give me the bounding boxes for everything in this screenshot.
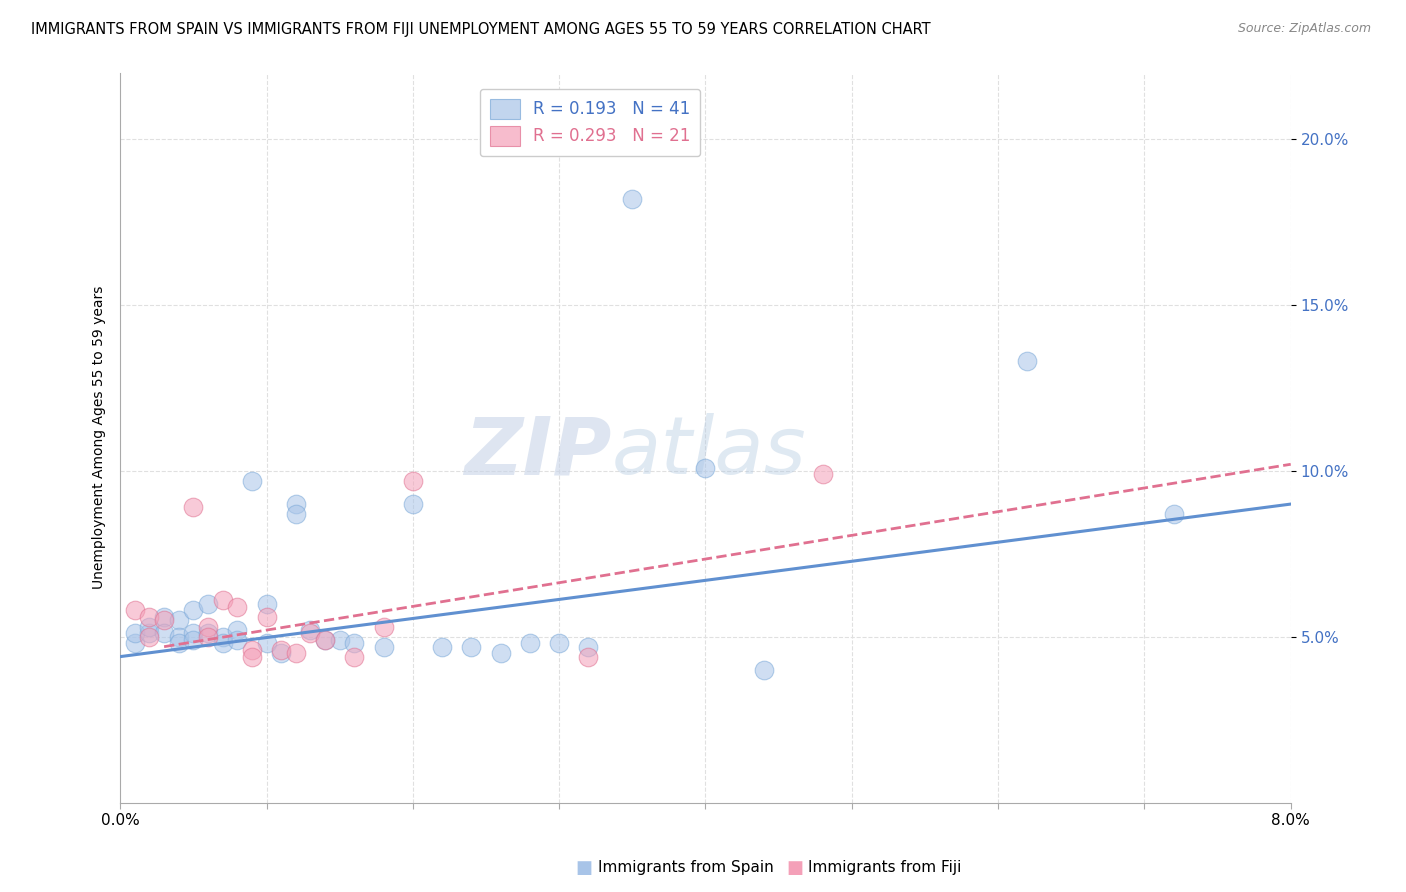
Point — [197, 620, 219, 634]
Point — [211, 636, 233, 650]
Point — [226, 633, 249, 648]
Point — [811, 467, 834, 482]
Text: IMMIGRANTS FROM SPAIN VS IMMIGRANTS FROM FIJI UNEMPLOYMENT AMONG AGES 55 TO 59 Y: IMMIGRANTS FROM SPAIN VS IMMIGRANTS FROM… — [31, 22, 931, 37]
Point — [284, 497, 307, 511]
Point — [460, 640, 482, 654]
Point — [167, 636, 190, 650]
Point — [314, 633, 336, 648]
Point — [1163, 507, 1185, 521]
Point — [138, 630, 160, 644]
Point — [373, 620, 395, 634]
Point — [519, 636, 541, 650]
Point — [138, 626, 160, 640]
Point — [153, 626, 176, 640]
Point — [211, 593, 233, 607]
Point — [197, 626, 219, 640]
Point — [197, 597, 219, 611]
Point — [226, 599, 249, 614]
Point — [621, 192, 644, 206]
Point — [402, 497, 425, 511]
Text: ■: ■ — [786, 859, 803, 877]
Point — [183, 626, 205, 640]
Point — [299, 626, 322, 640]
Point — [153, 613, 176, 627]
Point — [240, 643, 263, 657]
Point — [752, 663, 775, 677]
Point — [256, 597, 278, 611]
Point — [211, 630, 233, 644]
Point — [284, 507, 307, 521]
Point — [197, 630, 219, 644]
Point — [578, 649, 600, 664]
Point — [695, 460, 717, 475]
Point — [124, 603, 146, 617]
Text: Source: ZipAtlas.com: Source: ZipAtlas.com — [1237, 22, 1371, 36]
Point — [343, 649, 366, 664]
Point — [240, 474, 263, 488]
Point — [167, 630, 190, 644]
Text: ZIP: ZIP — [464, 413, 612, 491]
Text: Immigrants from Fiji: Immigrants from Fiji — [808, 861, 962, 875]
Point — [299, 623, 322, 637]
Point — [183, 603, 205, 617]
Point — [343, 636, 366, 650]
Y-axis label: Unemployment Among Ages 55 to 59 years: Unemployment Among Ages 55 to 59 years — [93, 286, 107, 590]
Point — [489, 646, 512, 660]
Point — [138, 620, 160, 634]
Point — [329, 633, 352, 648]
Point — [183, 500, 205, 515]
Point — [1017, 354, 1039, 368]
Legend: R = 0.193   N = 41, R = 0.293   N = 21: R = 0.193 N = 41, R = 0.293 N = 21 — [479, 88, 700, 156]
Point — [183, 633, 205, 648]
Text: atlas: atlas — [612, 413, 807, 491]
Point — [124, 636, 146, 650]
Point — [226, 623, 249, 637]
Point — [138, 610, 160, 624]
Point — [240, 649, 263, 664]
Text: ■: ■ — [575, 859, 592, 877]
Point — [578, 640, 600, 654]
Text: Immigrants from Spain: Immigrants from Spain — [598, 861, 773, 875]
Point — [548, 636, 571, 650]
Point — [167, 613, 190, 627]
Point — [256, 610, 278, 624]
Point — [314, 633, 336, 648]
Point — [402, 474, 425, 488]
Point — [124, 626, 146, 640]
Point — [373, 640, 395, 654]
Point — [256, 636, 278, 650]
Point — [270, 643, 292, 657]
Point — [284, 646, 307, 660]
Point — [153, 610, 176, 624]
Point — [270, 646, 292, 660]
Point — [430, 640, 453, 654]
